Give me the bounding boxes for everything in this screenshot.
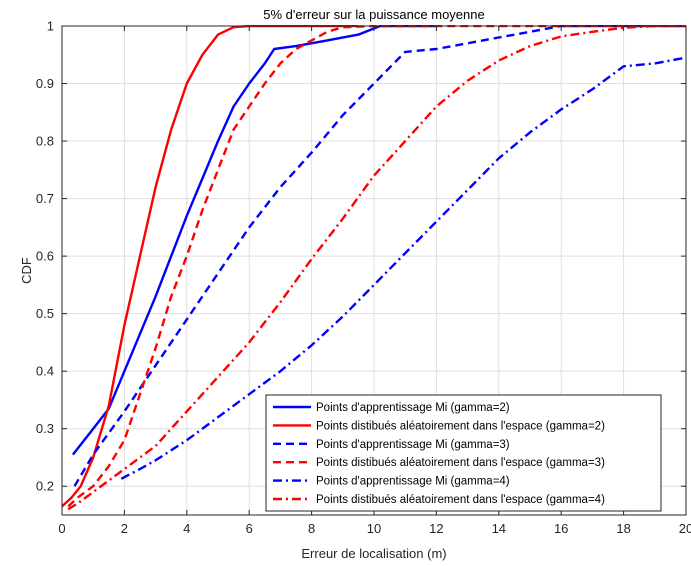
legend-label-6: Points distibués aléatoirement dans l'es… — [316, 494, 605, 506]
x-tick-label: 0 — [58, 521, 65, 536]
legend-label-2: Points distibués aléatoirement dans l'es… — [316, 420, 605, 432]
legend-label-5: Points d'apprentissage Mi (gamma=4) — [316, 476, 510, 488]
x-tick-label: 2 — [121, 521, 128, 536]
x-axis-label: Erreur de localisation (m) — [301, 546, 446, 561]
legend-label-4: Points distibués aléatoirement dans l'es… — [316, 457, 605, 469]
y-tick-label: 1 — [47, 19, 54, 34]
x-tick-label: 10 — [367, 521, 381, 536]
legend-label-1: Points d'apprentissage Mi (gamma=2) — [316, 402, 510, 414]
x-tick-label: 16 — [554, 521, 568, 536]
y-tick-label: 0.2 — [36, 479, 54, 494]
y-tick-label: 0.7 — [36, 191, 54, 206]
axis-ticks: 0 2 4 6 8 10 12 14 16 18 20 0.2 0.3 0.4 0.5 0.6 0.7 0.8 0.… — [36, 19, 691, 537]
y-tick-label: 0.3 — [36, 421, 54, 436]
x-tick-label: 14 — [492, 521, 506, 536]
x-tick-label: 12 — [429, 521, 443, 536]
y-tick-label: 0.5 — [36, 306, 54, 321]
y-tick-label: 0.6 — [36, 249, 54, 264]
chart-title: 5% d'erreur sur la puissance moyenne — [263, 7, 484, 22]
legend-box — [265, 394, 662, 512]
x-tick-label: 20 — [679, 521, 691, 536]
series-line-5 — [120, 56, 686, 480]
y-tick-label: 0.9 — [36, 76, 54, 91]
series-line-1 — [71, 25, 437, 456]
x-tick-label: 8 — [308, 521, 315, 536]
y-tick-label: 0.4 — [36, 364, 54, 379]
y-tick-label: 0.8 — [36, 134, 54, 149]
legend: Points d'apprentissage Mi (gamma=2) Point… — [265, 394, 662, 512]
x-tick-label: 6 — [246, 521, 253, 536]
series-line-6 — [67, 25, 686, 511]
y-axis-label: CDF — [19, 257, 34, 284]
legend-label-3: Points d'apprentissage Mi (gamma=3) — [316, 439, 510, 451]
x-tick-label: 4 — [183, 521, 190, 536]
x-tick-label: 18 — [616, 521, 630, 536]
